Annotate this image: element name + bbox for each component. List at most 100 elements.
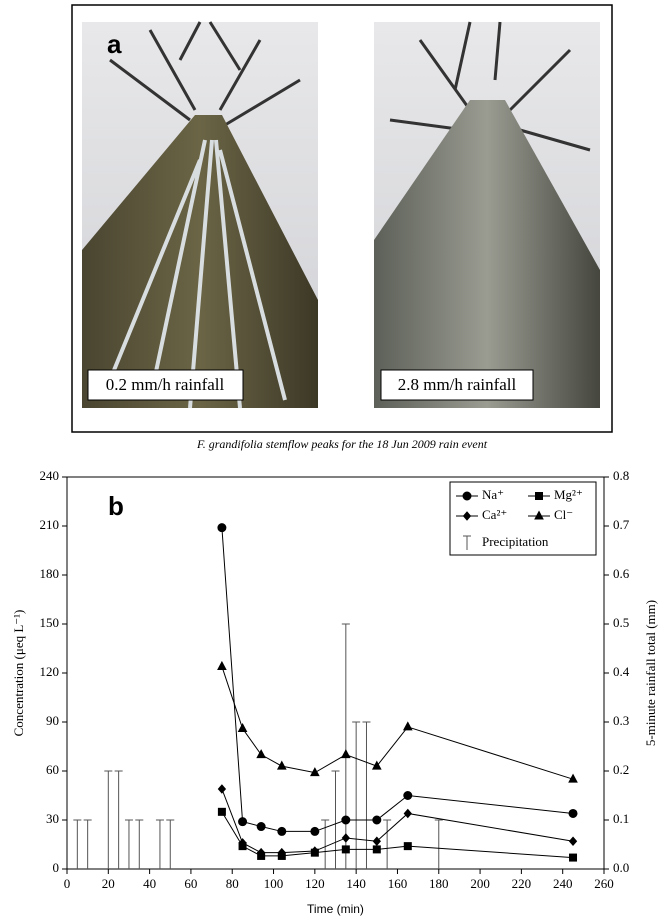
precipitation-bar [341, 623, 350, 869]
panel-label: b [108, 491, 124, 521]
marker [372, 815, 382, 825]
marker [341, 833, 350, 843]
y2-tick-label: 0.3 [613, 713, 629, 728]
precipitation-bar [104, 770, 113, 869]
x-tick-label: 100 [264, 876, 284, 891]
marker [402, 721, 413, 731]
marker [256, 822, 266, 832]
series-line [221, 527, 574, 832]
precipitation-bar [434, 819, 443, 869]
x-tick-label: 80 [226, 876, 239, 891]
precipitation-bar [73, 819, 82, 869]
photo-caption: 0.2 mm/h rainfall [106, 375, 225, 394]
marker [310, 846, 320, 856]
photo-caption: 2.8 mm/h rainfall [398, 375, 517, 394]
x-tick-label: 120 [305, 876, 325, 891]
marker [341, 815, 351, 825]
y2-tick-label: 0.2 [613, 762, 629, 777]
precipitation-bar [155, 819, 164, 869]
x-tick-label: 140 [346, 876, 366, 891]
x-axis-label: Time (min) [307, 902, 364, 916]
series-line [221, 666, 574, 780]
y2-tick-label: 0.0 [613, 860, 629, 875]
legend-label: Cl⁻ [554, 507, 573, 522]
y-tick-label: 30 [46, 811, 59, 826]
marker [371, 760, 382, 770]
y-tick-label: 150 [40, 615, 60, 630]
precipitation-bar [331, 770, 340, 869]
marker [310, 826, 320, 836]
marker [217, 660, 227, 670]
y2-tick-label: 0.1 [613, 811, 629, 826]
legend-label: Ca²⁺ [482, 507, 507, 522]
right-photo [374, 21, 600, 408]
legend-label: Precipitation [482, 534, 549, 549]
marker [568, 808, 578, 818]
marker [238, 838, 247, 848]
marker [569, 853, 578, 862]
marker [534, 510, 544, 520]
y-tick-label: 120 [40, 664, 60, 679]
chart: 0 20 40 60 80 100 120 140 160 180 200 220 240 260 0 30 6… [11, 468, 658, 916]
marker [372, 836, 381, 846]
precipitation-bar [114, 770, 123, 869]
marker [568, 836, 578, 846]
marker [238, 817, 248, 827]
marker [277, 826, 287, 836]
marker [340, 749, 351, 759]
x-tick-label: 240 [553, 876, 573, 891]
y-axis-label: Concentration (μeq L⁻¹) [11, 610, 26, 737]
marker [217, 523, 227, 533]
marker [535, 492, 543, 500]
x-tick-label: 200 [470, 876, 490, 891]
x-tick-label: 160 [388, 876, 408, 891]
x-tick-label: 60 [184, 876, 197, 891]
x-tick-label: 0 [64, 876, 71, 891]
y-tick-label: 180 [40, 566, 60, 581]
precipitation-bar [124, 819, 133, 869]
precipitation-bar [135, 819, 144, 869]
precipitation-bar [166, 819, 175, 869]
left-photo [82, 21, 318, 409]
y-tick-label: 210 [40, 517, 60, 532]
y-tick-label: 90 [46, 713, 59, 728]
x-tick-label: 260 [594, 876, 614, 891]
marker [217, 807, 226, 816]
x-tick-label: 40 [143, 876, 156, 891]
legend-precip [463, 535, 471, 550]
precipitation-bar [362, 721, 371, 869]
marker [277, 847, 286, 858]
y2-tick-label: 0.6 [613, 566, 630, 581]
y2-tick-label: 0.8 [613, 468, 629, 483]
legend-label: Mg²⁺ [554, 487, 583, 502]
marker [217, 784, 227, 794]
precipitation-bar [83, 819, 92, 869]
marker [403, 842, 412, 851]
x-tick-label: 20 [102, 876, 115, 891]
marker [237, 722, 248, 733]
panel-label: a [107, 29, 122, 59]
series-line [221, 811, 574, 859]
precipitation-bar [352, 721, 361, 869]
marker [256, 847, 266, 858]
marker [568, 773, 578, 783]
y-tick-label: 240 [40, 468, 60, 483]
y-tick-label: 60 [46, 762, 59, 777]
y2-tick-label: 0.7 [613, 517, 630, 532]
precipitation-bar [321, 819, 330, 869]
x-tick-label: 180 [429, 876, 449, 891]
marker [341, 845, 350, 854]
marker [256, 749, 266, 759]
y-tick-label: 0 [53, 860, 60, 875]
y2-tick-label: 0.5 [613, 615, 629, 630]
series-line [221, 788, 574, 854]
marker [372, 845, 381, 854]
x-tick-label: 220 [512, 876, 532, 891]
y2-tick-label: 0.4 [613, 664, 630, 679]
marker [462, 511, 472, 521]
marker [310, 767, 320, 777]
figure-caption: F. grandifolia stemflow peaks for the 18… [196, 437, 488, 451]
marker [403, 808, 412, 819]
marker [462, 491, 472, 501]
legend-label: Na⁺ [482, 487, 504, 502]
